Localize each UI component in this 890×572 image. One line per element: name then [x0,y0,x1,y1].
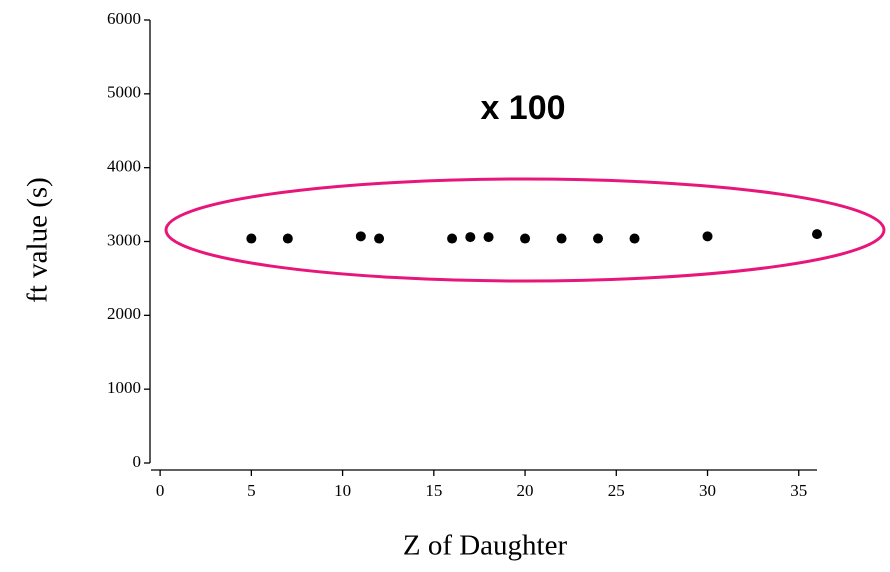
x-tick-label: 30 [699,481,716,500]
data-point [355,231,366,242]
y-tick-label: 6000 [107,9,141,28]
data-point [246,233,257,244]
y-tick-label: 2000 [107,304,141,323]
data-point [812,229,822,240]
y-tick-label: 4000 [107,157,141,176]
x-tick-label: 15 [425,481,442,500]
x-tick-label: 0 [156,481,165,500]
y-axis-title: ft value (s) [22,177,54,303]
highlight-ellipse [164,177,886,283]
data-point [520,233,531,244]
data-point [483,232,494,243]
x-tick-label: 10 [334,481,351,500]
data-point [629,233,640,244]
x-tick-label: 25 [608,481,625,500]
data-point [374,233,385,244]
x-tick-label: 20 [517,481,534,500]
y-tick-label: 3000 [107,230,141,249]
y-tick-label: 5000 [107,83,141,102]
x-tick-label: 5 [247,481,256,500]
data-point [702,231,713,242]
data-point [447,233,458,244]
data-point [465,232,476,243]
y-tick-label: 1000 [107,378,141,397]
y-tick-label: 0 [133,452,142,471]
data-point [556,233,567,244]
annotation: x 100 [480,89,565,127]
x-tick-label: 35 [790,481,807,500]
data-point [282,233,293,244]
data-point [593,233,604,244]
x-axis-title: Z of Daughter [403,530,568,562]
